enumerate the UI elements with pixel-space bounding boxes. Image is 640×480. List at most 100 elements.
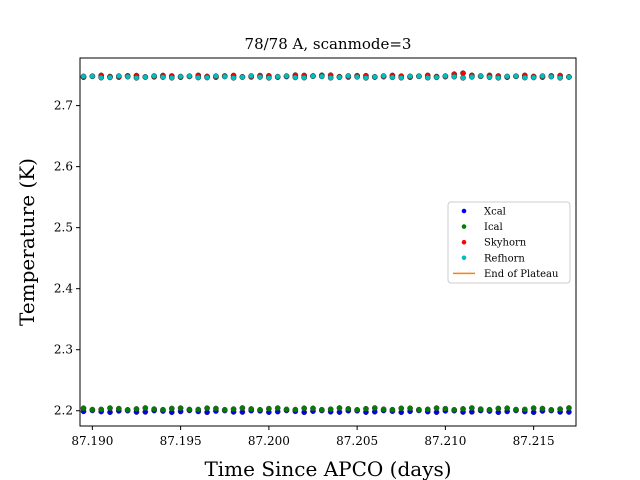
data-point bbox=[142, 74, 149, 80]
data-point bbox=[486, 406, 493, 413]
data-point bbox=[177, 405, 184, 411]
data-point bbox=[521, 406, 528, 413]
data-point bbox=[566, 74, 572, 80]
data-point bbox=[486, 74, 493, 81]
legend-box bbox=[447, 201, 571, 284]
data-point bbox=[310, 405, 316, 412]
data-point bbox=[530, 74, 537, 81]
data-point bbox=[301, 74, 308, 81]
legend-swatch-xcal bbox=[461, 208, 467, 214]
data-point bbox=[336, 405, 343, 411]
chart-title: 78/78 A, scanmode=3 bbox=[245, 35, 412, 53]
data-point bbox=[495, 74, 502, 81]
data-point bbox=[557, 406, 563, 412]
data-point bbox=[345, 405, 352, 412]
data-point bbox=[80, 405, 87, 412]
data-point bbox=[168, 405, 175, 412]
data-point bbox=[451, 406, 458, 413]
data-point bbox=[407, 405, 413, 412]
data-point bbox=[266, 405, 272, 412]
data-point bbox=[380, 406, 387, 413]
x-axis: 87.190 87.195 87.200 87.205 87.210 87.215 bbox=[71, 426, 555, 448]
data-point bbox=[380, 73, 387, 79]
y-tick-label: 2.2 bbox=[54, 404, 73, 418]
data-point bbox=[424, 406, 431, 413]
data-point bbox=[195, 406, 202, 413]
y-tick-label: 2.3 bbox=[54, 343, 73, 357]
data-point bbox=[424, 74, 431, 81]
data-point bbox=[548, 73, 555, 80]
data-point bbox=[460, 74, 466, 81]
data-point bbox=[548, 406, 555, 413]
data-point bbox=[442, 73, 449, 79]
series-refhorn bbox=[80, 73, 572, 81]
data-point bbox=[283, 406, 290, 413]
data-point bbox=[257, 406, 263, 413]
legend-swatch-refhorn bbox=[461, 255, 467, 261]
data-point bbox=[124, 73, 131, 80]
series-ical bbox=[80, 405, 572, 413]
legend-swatch-skyhorn bbox=[461, 239, 467, 245]
y-tick-label: 2.7 bbox=[54, 99, 73, 113]
data-point bbox=[433, 74, 440, 81]
data-point bbox=[186, 73, 193, 80]
data-point bbox=[151, 406, 157, 412]
data-point bbox=[204, 74, 210, 81]
y-tick-label: 2.4 bbox=[54, 282, 73, 296]
data-point bbox=[221, 406, 228, 413]
data-point bbox=[107, 405, 113, 411]
data-point bbox=[177, 73, 184, 80]
data-point bbox=[151, 73, 157, 79]
y-tick-label: 2.6 bbox=[54, 160, 73, 174]
data-point bbox=[398, 74, 405, 81]
legend-swatch-ical bbox=[461, 224, 467, 229]
data-point bbox=[327, 74, 334, 81]
data-point bbox=[495, 405, 502, 412]
data-point bbox=[477, 406, 484, 412]
y-tick-label: 2.5 bbox=[54, 221, 73, 235]
data-point bbox=[89, 406, 96, 413]
data-point bbox=[115, 405, 122, 412]
data-point bbox=[557, 74, 563, 81]
data-point bbox=[354, 406, 360, 413]
data-point bbox=[213, 405, 219, 412]
data-point bbox=[80, 73, 87, 80]
data-point bbox=[407, 73, 413, 80]
x-tick-label: 87.200 bbox=[248, 434, 290, 448]
data-point bbox=[363, 74, 369, 81]
data-point bbox=[107, 74, 113, 81]
data-point bbox=[504, 73, 511, 80]
data-point bbox=[442, 405, 449, 412]
data-point bbox=[292, 74, 299, 81]
data-point bbox=[345, 73, 352, 79]
data-point bbox=[504, 405, 511, 412]
data-point bbox=[292, 406, 299, 413]
legend: Xcal Ical Skyhorn Refhorn End of Plateau bbox=[447, 201, 571, 284]
data-point bbox=[239, 74, 246, 80]
y-axis-label: Temperature (K) bbox=[15, 158, 39, 326]
data-point bbox=[354, 73, 360, 80]
data-point bbox=[266, 74, 272, 81]
data-point bbox=[513, 73, 519, 80]
data-point bbox=[477, 73, 484, 79]
plot-frame bbox=[79, 57, 577, 427]
legend-label-skyhorn: Skyhorn bbox=[484, 238, 527, 249]
data-point bbox=[451, 73, 458, 80]
data-point bbox=[168, 74, 175, 81]
data-point bbox=[115, 73, 122, 79]
data-point bbox=[160, 406, 166, 413]
x-axis-label: Time Since APCO (days) bbox=[204, 457, 451, 480]
legend-label-end-of-plateau: End of Plateau bbox=[484, 269, 559, 280]
data-point bbox=[301, 405, 308, 412]
data-point bbox=[213, 73, 219, 80]
legend-label-ical: Ical bbox=[484, 222, 503, 233]
data-point bbox=[371, 405, 378, 411]
legend-label-refhorn: Refhorn bbox=[484, 253, 525, 264]
data-point bbox=[389, 74, 396, 81]
data-point bbox=[513, 406, 519, 413]
x-tick-label: 87.205 bbox=[336, 434, 378, 448]
data-point bbox=[221, 73, 228, 80]
plot-area bbox=[80, 70, 572, 416]
data-point bbox=[230, 74, 237, 81]
